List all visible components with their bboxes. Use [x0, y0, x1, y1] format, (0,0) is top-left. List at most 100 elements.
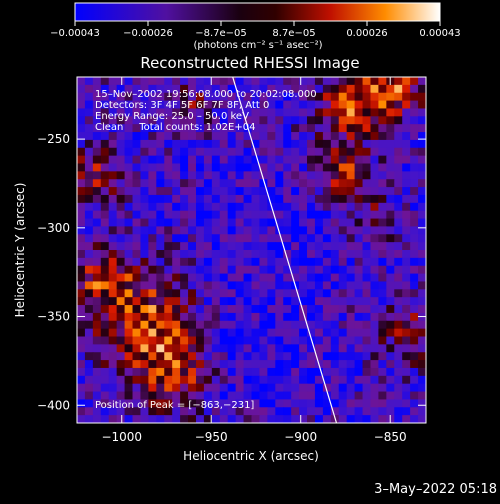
heatmap-cell	[346, 84, 356, 94]
heatmap-cell	[195, 257, 205, 267]
heatmap-cell	[275, 108, 284, 117]
heatmap-cell	[140, 265, 149, 275]
heatmap-cell	[267, 328, 276, 338]
heatmap-cell	[84, 163, 94, 172]
heatmap-cell	[172, 77, 181, 86]
heatmap-cell	[330, 210, 340, 220]
heatmap-cell	[92, 305, 102, 314]
heatmap-cell	[235, 297, 245, 306]
heatmap-cell	[124, 281, 134, 290]
heatmap-cell	[140, 108, 149, 117]
heatmap-cell	[116, 163, 126, 172]
heatmap-cell	[267, 116, 276, 125]
heatmap-cell	[259, 171, 268, 180]
heatmap-cell	[322, 281, 332, 290]
heatmap-cell	[116, 92, 126, 102]
heatmap-cell	[283, 391, 292, 401]
heatmap-cell	[378, 194, 387, 204]
heatmap-cell	[251, 415, 261, 423]
heatmap-cell	[132, 132, 142, 141]
heatmap-cell	[227, 84, 237, 94]
heatmap-cell	[92, 352, 102, 361]
heatmap-cell	[211, 218, 221, 228]
heatmap-cell	[275, 163, 284, 172]
heatmap-cell	[338, 187, 348, 196]
heatmap-cell	[77, 234, 86, 243]
heatmap-cell	[77, 360, 86, 369]
heatmap-cell	[370, 297, 380, 306]
heatmap-cell	[362, 147, 372, 157]
heatmap-cell	[322, 108, 332, 117]
heatmap-cell	[386, 407, 395, 416]
heatmap-cell	[362, 383, 372, 393]
heatmap-cell	[378, 147, 387, 157]
heatmap-cell	[140, 163, 149, 172]
heatmap-cell	[148, 92, 157, 102]
heatmap-cell	[211, 242, 221, 251]
heatmap-cell	[386, 257, 395, 267]
heatmap-cell	[307, 147, 316, 157]
heatmap-cell	[259, 305, 268, 314]
heatmap-cell	[203, 265, 213, 275]
heatmap-cell	[132, 360, 142, 369]
heatmap-cell	[164, 281, 173, 290]
heatmap-cell	[394, 265, 403, 275]
heatmap-cell	[362, 139, 372, 149]
heatmap-cell	[84, 155, 94, 165]
heatmap-cell	[362, 171, 372, 180]
heatmap-cell	[180, 297, 189, 306]
heatmap-cell	[330, 116, 340, 125]
heatmap-cell	[402, 281, 411, 290]
heatmap-cell	[330, 163, 340, 172]
heatmap-cell	[251, 360, 261, 369]
heatmap-cell	[354, 139, 364, 149]
heatmap-cell	[77, 242, 86, 251]
heatmap-cell	[322, 360, 332, 369]
heatmap-cell	[116, 265, 126, 275]
heatmap-cell	[354, 391, 364, 401]
heatmap-cell	[84, 305, 94, 314]
heatmap-cell	[116, 257, 126, 267]
heatmap-cell	[77, 312, 86, 322]
heatmap-cell	[338, 202, 348, 212]
heatmap-cell	[100, 383, 110, 393]
heatmap-cell	[203, 92, 213, 102]
heatmap-cell	[410, 336, 419, 345]
heatmap-cell	[156, 297, 165, 306]
heatmap-cell	[108, 312, 118, 322]
heatmap-cell	[235, 305, 245, 314]
heatmap-cell	[77, 367, 86, 377]
heatmap-cell	[291, 360, 300, 369]
heatmap-cell	[227, 179, 237, 188]
heatmap-cell	[140, 289, 149, 298]
heatmap-cell	[354, 77, 364, 86]
heatmap-cell	[354, 336, 364, 345]
heatmap-cell	[307, 124, 316, 133]
heatmap-cell	[267, 257, 276, 267]
heatmap-cell	[330, 265, 340, 275]
heatmap-cell	[283, 242, 292, 251]
heatmap-cell	[362, 218, 372, 228]
heatmap-cell	[394, 391, 403, 401]
heatmap-cell	[156, 352, 165, 361]
heatmap-cell	[211, 336, 221, 345]
heatmap-cell	[100, 163, 110, 172]
heatmap-cell	[211, 320, 221, 330]
heatmap-cell	[116, 289, 126, 298]
heatmap-cell	[267, 360, 276, 369]
heatmap-cell	[227, 77, 237, 86]
heatmap-cell	[283, 297, 292, 306]
heatmap-cell	[299, 242, 308, 251]
heatmap-cell	[370, 328, 380, 338]
heatmap-cell	[180, 336, 189, 345]
heatmap-cell	[180, 187, 189, 196]
heatmap-cell	[259, 108, 268, 117]
heatmap-cell	[219, 391, 229, 401]
heatmap-cell	[346, 352, 356, 361]
heatmap-cell	[243, 179, 253, 188]
heatmap-cell	[227, 226, 237, 235]
heatmap-cell	[314, 234, 324, 243]
heatmap-cell	[92, 360, 102, 369]
heatmap-cell	[148, 328, 157, 338]
